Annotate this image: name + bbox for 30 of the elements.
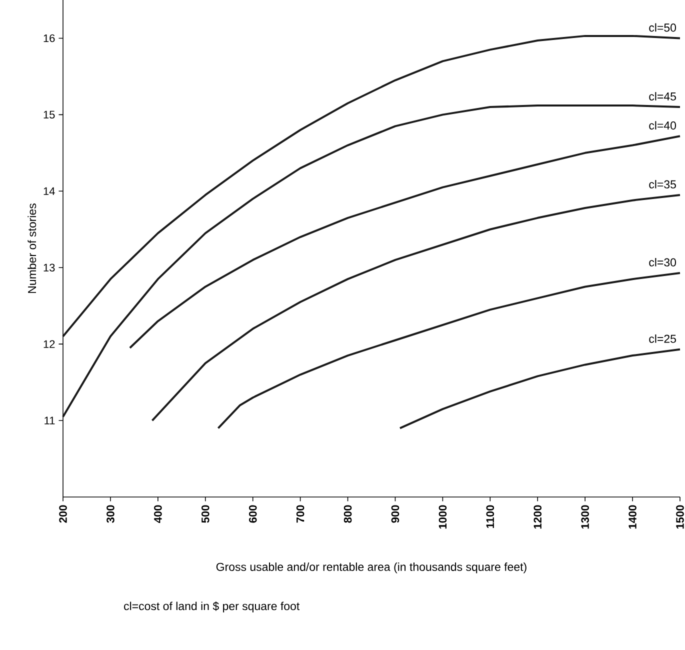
x-tick-label: 1100: [486, 505, 494, 528]
y-tick-label: 14: [44, 187, 55, 195]
x-tick-label: 1500: [676, 505, 684, 529]
text: cl=cost of land in $ per square foot: [124, 602, 300, 612]
y-tick-label: 16: [44, 34, 55, 42]
x-tick-label: 900: [391, 505, 400, 523]
x-tick-label: 1000: [438, 505, 447, 529]
x-axis-title: Gross usable and/or rentable area (in thousands square feet): [216, 562, 526, 574]
series-label: cl=45: [649, 92, 676, 101]
x-tick-label: 800: [344, 505, 352, 523]
x-tick-label: 1200: [534, 505, 542, 529]
y-axis-title: Number of stories: [28, 204, 36, 293]
x-tick-label: 300: [106, 505, 114, 523]
line-series: [398, 348, 681, 430]
x-tick-label: 400: [154, 505, 162, 523]
x-tick-label: 200: [59, 505, 67, 523]
x-tick-label: 600: [248, 505, 257, 523]
x-tick-label: 1300: [581, 505, 589, 529]
series-label: cl=50: [649, 23, 676, 32]
series-label: cl=25: [649, 334, 676, 343]
series-label: cl=35: [649, 180, 676, 188]
x-tick-label: 500: [202, 505, 210, 523]
series-label: cl=30: [649, 258, 676, 266]
series-label: cl=40: [649, 121, 676, 130]
x-tick-label: 700: [296, 505, 304, 523]
x-tick-label: 1400: [628, 505, 636, 529]
y-tick-label: 15: [44, 110, 55, 119]
y-tick-label: 12: [44, 340, 55, 348]
y-tick-label: 13: [44, 264, 55, 272]
y-tick-label: 11: [44, 416, 55, 424]
